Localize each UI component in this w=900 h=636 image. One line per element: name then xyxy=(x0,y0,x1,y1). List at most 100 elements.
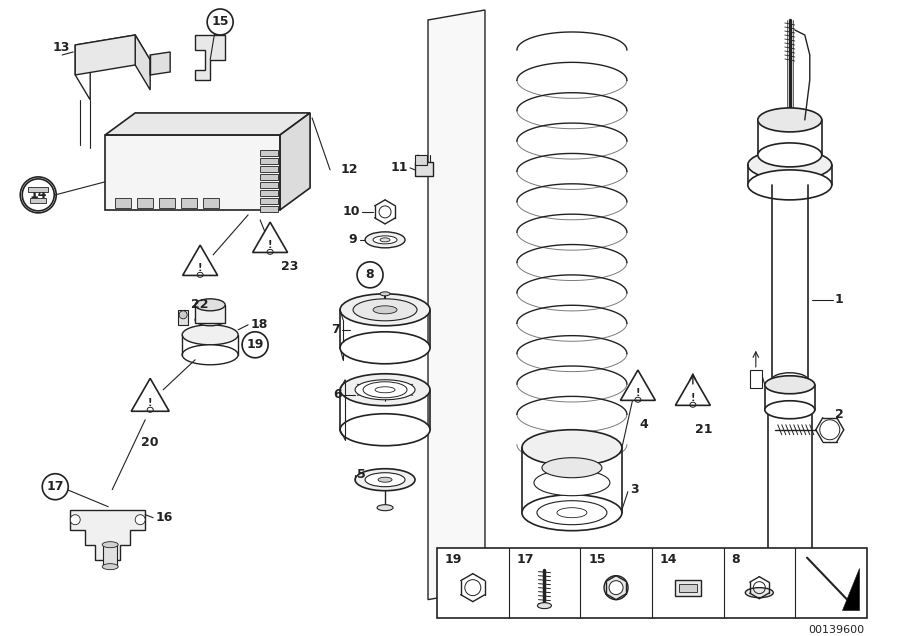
Polygon shape xyxy=(105,113,310,135)
Ellipse shape xyxy=(373,306,397,314)
Text: 00139600: 00139600 xyxy=(808,625,865,635)
Bar xyxy=(260,198,278,204)
Ellipse shape xyxy=(378,477,392,482)
Polygon shape xyxy=(150,52,170,75)
Text: 14: 14 xyxy=(660,553,678,566)
Polygon shape xyxy=(620,370,655,401)
Bar xyxy=(159,198,176,208)
Text: 8: 8 xyxy=(732,553,740,566)
Text: !: ! xyxy=(690,393,695,403)
Bar xyxy=(260,174,278,180)
Polygon shape xyxy=(131,378,169,411)
Text: 22: 22 xyxy=(192,298,209,311)
Text: 9: 9 xyxy=(348,233,357,246)
Text: !: ! xyxy=(148,398,152,408)
Ellipse shape xyxy=(609,581,623,595)
Circle shape xyxy=(21,177,56,213)
Ellipse shape xyxy=(765,401,814,418)
Text: 17: 17 xyxy=(47,480,64,493)
Circle shape xyxy=(135,515,145,525)
Circle shape xyxy=(782,595,797,611)
Ellipse shape xyxy=(340,294,430,326)
Bar xyxy=(260,158,278,164)
Text: 19: 19 xyxy=(247,338,264,351)
Ellipse shape xyxy=(768,551,812,568)
Ellipse shape xyxy=(103,542,118,548)
Bar xyxy=(260,150,278,156)
Ellipse shape xyxy=(340,414,430,446)
Bar xyxy=(137,198,153,208)
Ellipse shape xyxy=(365,232,405,248)
Circle shape xyxy=(70,515,80,525)
Bar xyxy=(415,162,433,176)
Text: 16: 16 xyxy=(155,511,173,524)
Ellipse shape xyxy=(748,150,832,180)
Ellipse shape xyxy=(772,373,808,387)
Bar xyxy=(679,584,697,591)
Ellipse shape xyxy=(373,236,397,244)
Ellipse shape xyxy=(522,430,622,466)
Bar xyxy=(415,155,427,165)
Text: 20: 20 xyxy=(141,436,159,449)
Bar xyxy=(115,198,131,208)
Circle shape xyxy=(42,474,68,500)
Ellipse shape xyxy=(604,576,628,600)
Polygon shape xyxy=(31,198,46,203)
Bar xyxy=(778,560,802,595)
Polygon shape xyxy=(842,568,859,610)
Text: 15: 15 xyxy=(212,15,229,29)
Circle shape xyxy=(242,332,268,358)
Ellipse shape xyxy=(758,108,822,132)
Ellipse shape xyxy=(353,299,417,321)
Ellipse shape xyxy=(377,505,393,511)
Ellipse shape xyxy=(765,376,814,394)
Ellipse shape xyxy=(537,603,552,609)
Polygon shape xyxy=(195,35,225,80)
Polygon shape xyxy=(135,35,150,90)
Text: 8: 8 xyxy=(365,268,374,281)
Polygon shape xyxy=(183,245,218,275)
Ellipse shape xyxy=(340,332,430,364)
Bar xyxy=(203,198,219,208)
Ellipse shape xyxy=(758,143,822,167)
Ellipse shape xyxy=(534,470,610,495)
Ellipse shape xyxy=(522,495,622,530)
Bar xyxy=(104,544,117,567)
Polygon shape xyxy=(675,375,710,405)
Bar xyxy=(750,370,761,388)
Text: 19: 19 xyxy=(445,553,463,566)
Bar xyxy=(178,310,188,325)
Text: 5: 5 xyxy=(357,468,365,481)
Polygon shape xyxy=(70,509,145,560)
Text: !: ! xyxy=(198,263,202,273)
Text: 2: 2 xyxy=(835,408,844,421)
Text: 10: 10 xyxy=(343,205,360,218)
Text: 21: 21 xyxy=(695,423,713,436)
Text: 15: 15 xyxy=(589,553,606,566)
Circle shape xyxy=(22,179,54,211)
Ellipse shape xyxy=(103,563,118,570)
Text: 3: 3 xyxy=(630,483,638,496)
Text: 17: 17 xyxy=(517,553,534,566)
Bar xyxy=(181,198,197,208)
Bar xyxy=(437,548,867,618)
Bar xyxy=(675,579,701,596)
Circle shape xyxy=(207,9,233,35)
Polygon shape xyxy=(76,35,150,70)
Ellipse shape xyxy=(745,588,773,598)
Text: 11: 11 xyxy=(391,162,408,174)
Text: 7: 7 xyxy=(331,323,340,336)
Ellipse shape xyxy=(182,345,238,365)
Polygon shape xyxy=(253,222,288,252)
Text: !: ! xyxy=(635,388,640,398)
Text: 23: 23 xyxy=(282,260,299,273)
Polygon shape xyxy=(280,113,310,210)
Ellipse shape xyxy=(195,299,225,311)
Circle shape xyxy=(179,311,187,319)
Ellipse shape xyxy=(772,588,808,602)
Text: 1: 1 xyxy=(835,293,843,307)
Ellipse shape xyxy=(748,170,832,200)
Text: 13: 13 xyxy=(52,41,69,55)
Polygon shape xyxy=(428,10,485,600)
Ellipse shape xyxy=(182,325,238,345)
